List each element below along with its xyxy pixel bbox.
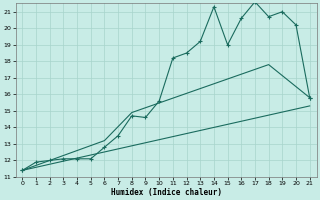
- X-axis label: Humidex (Indice chaleur): Humidex (Indice chaleur): [110, 188, 221, 197]
